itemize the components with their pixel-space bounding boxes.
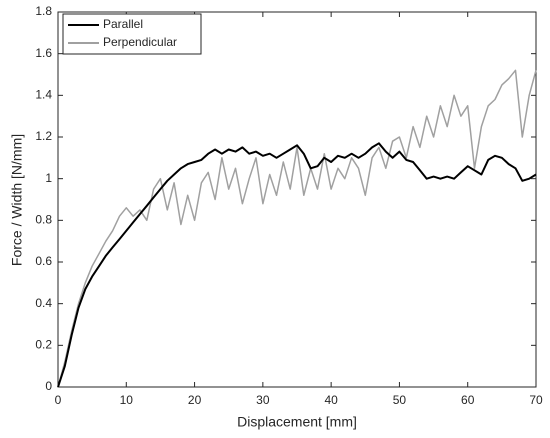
x-tick-label: 30 xyxy=(256,393,270,407)
x-axis-label: Displacement [mm] xyxy=(237,414,357,430)
y-tick-label: 1.6 xyxy=(35,46,52,60)
y-tick-label: 1.2 xyxy=(35,129,52,143)
x-tick-label: 0 xyxy=(55,393,62,407)
y-axis-label: Force / Width [N/mm] xyxy=(9,134,25,266)
y-tick-label: 0.6 xyxy=(35,254,52,268)
legend-label: Perpendicular xyxy=(103,35,177,49)
y-tick-label: 0.2 xyxy=(35,338,52,352)
data-line xyxy=(57,69,537,388)
x-tick-label: 10 xyxy=(120,393,134,407)
x-tick-label: 20 xyxy=(188,393,202,407)
legend-box xyxy=(62,13,202,55)
x-tick-label: 40 xyxy=(324,393,338,407)
y-tick-label: 0.4 xyxy=(35,296,52,310)
x-tick-label: 50 xyxy=(393,393,407,407)
legend-label: Parallel xyxy=(103,17,143,31)
plot-area xyxy=(57,11,537,388)
y-tick-label: 0 xyxy=(45,379,52,393)
x-tick-label: 70 xyxy=(529,393,543,407)
data-line xyxy=(57,142,537,388)
y-tick-label: 1.8 xyxy=(35,4,52,18)
y-tick-label: 0.8 xyxy=(35,213,52,227)
y-tick-label: 1.4 xyxy=(35,88,52,102)
x-tick-label: 60 xyxy=(461,393,475,407)
y-tick-label: 1 xyxy=(45,171,52,185)
